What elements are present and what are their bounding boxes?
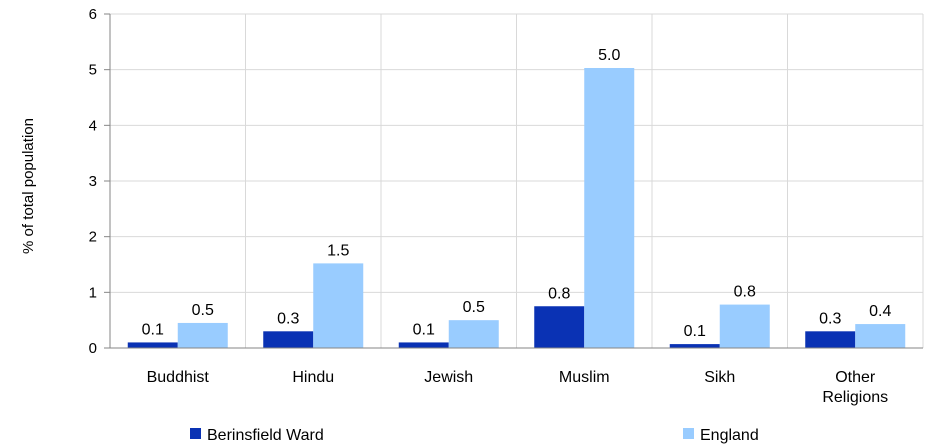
x-category-label: Other Religions — [822, 369, 888, 406]
bar-england — [448, 320, 499, 348]
y-tick-label: 4 — [89, 117, 97, 134]
labels: 0 1 2 3 4 5 6 0.1 0.5 Buddhist 0.3 1.5 Hindu 0.1 0.5 Je… — [89, 6, 892, 406]
data-label: 0.3 — [277, 310, 299, 327]
bar-england — [177, 322, 228, 348]
y-tick-label: 3 — [89, 173, 97, 190]
bars — [127, 67, 906, 348]
y-tick-label: 5 — [89, 62, 97, 79]
data-label: 0.3 — [819, 310, 841, 327]
data-label: 0.5 — [192, 302, 214, 319]
legend-swatch — [683, 428, 694, 439]
bar-berinsfield-ward — [805, 331, 856, 348]
bar-berinsfield-ward — [398, 342, 449, 348]
y-tick-label: 2 — [89, 229, 97, 246]
bar-england — [584, 67, 635, 348]
y-tick-label: 6 — [89, 6, 97, 23]
legend: Berinsfield Ward England — [190, 427, 759, 444]
data-label: 0.5 — [463, 299, 485, 316]
bar-berinsfield-ward — [263, 331, 314, 348]
x-category-label: Sikh — [704, 369, 735, 386]
x-category-label: Jewish — [424, 369, 473, 386]
data-label: 5.0 — [598, 47, 620, 64]
bar-berinsfield-ward — [534, 306, 585, 348]
x-category-label: Muslim — [559, 369, 610, 386]
bar-england — [719, 304, 770, 348]
legend-swatch — [190, 428, 201, 439]
axes — [104, 13, 923, 349]
data-label: 1.5 — [327, 242, 349, 259]
y-axis-title: % of total population — [20, 118, 37, 254]
data-label: 0.8 — [548, 285, 570, 302]
x-category-label: Hindu — [292, 369, 334, 386]
bar-england — [855, 324, 906, 348]
data-label: 0.1 — [684, 323, 706, 340]
gridlines — [110, 13, 924, 348]
legend-label: England — [700, 427, 759, 444]
bar-england — [313, 263, 364, 348]
data-label: 0.4 — [869, 303, 891, 320]
bar-berinsfield-ward — [669, 344, 720, 348]
y-tick-label: 1 — [89, 284, 97, 301]
y-tick-label: 0 — [89, 340, 97, 357]
data-label: 0.8 — [734, 284, 756, 301]
legend-label: Berinsfield Ward — [207, 427, 324, 444]
bar-berinsfield-ward — [127, 342, 178, 348]
data-label: 0.1 — [413, 321, 435, 338]
x-category-label: Buddhist — [147, 369, 210, 386]
data-label: 0.1 — [142, 321, 164, 338]
